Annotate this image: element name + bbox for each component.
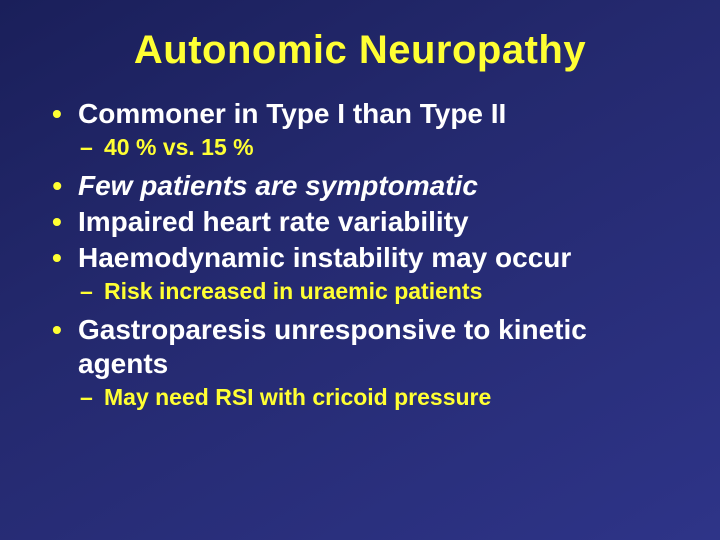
slide-title: Autonomic Neuropathy: [48, 28, 672, 73]
bullet-item: Gastroparesis unresponsive to kinetic ag…: [48, 313, 672, 413]
sub-bullet-item: May need RSI with cricoid pressure: [78, 383, 672, 412]
sub-bullet-text: Risk increased in uraemic patients: [104, 278, 482, 304]
bullet-text: Commoner in Type I than Type II: [78, 98, 506, 129]
bullet-item: Few patients are symptomatic: [48, 169, 672, 203]
sub-bullet-text: May need RSI with cricoid pressure: [104, 384, 491, 410]
sub-bullet-list: Risk increased in uraemic patients: [78, 277, 672, 306]
bullet-text: Few patients are symptomatic: [78, 170, 478, 201]
bullet-text: Impaired heart rate variability: [78, 206, 469, 237]
sub-bullet-text: 40 % vs. 15 %: [104, 134, 254, 160]
bullet-list: Commoner in Type I than Type II 40 % vs.…: [48, 97, 672, 412]
slide: Autonomic Neuropathy Commoner in Type I …: [0, 0, 720, 540]
sub-bullet-item: Risk increased in uraemic patients: [78, 277, 672, 306]
sub-bullet-list: 40 % vs. 15 %: [78, 133, 672, 162]
bullet-text: Gastroparesis unresponsive to kinetic ag…: [78, 314, 587, 379]
sub-bullet-list: May need RSI with cricoid pressure: [78, 383, 672, 412]
bullet-item: Haemodynamic instability may occur Risk …: [48, 241, 672, 307]
bullet-item: Impaired heart rate variability: [48, 205, 672, 239]
bullet-text: Haemodynamic instability may occur: [78, 242, 571, 273]
sub-bullet-item: 40 % vs. 15 %: [78, 133, 672, 162]
bullet-item: Commoner in Type I than Type II 40 % vs.…: [48, 97, 672, 163]
